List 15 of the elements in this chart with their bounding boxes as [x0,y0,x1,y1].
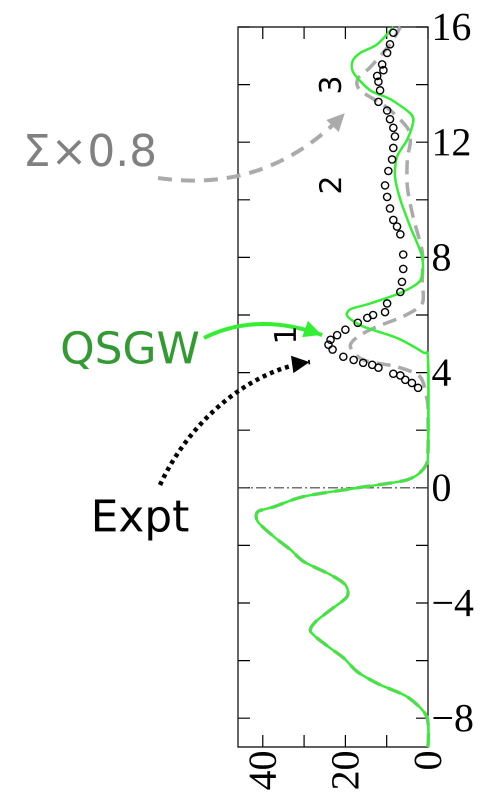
y-tick-label: 4 [432,359,451,386]
y-tick-label: 12 [435,129,470,156]
y-tick-label: 16 [435,14,470,40]
annotation: 2 [318,178,342,192]
x-tick-label: 40 [249,752,276,790]
x-tick-label: 20 [332,752,359,789]
y-tick-label: −8 [434,704,472,732]
annotation: 1 [274,328,296,342]
annotation: 3 [318,78,342,92]
y-tick-label: 0 [433,474,450,502]
legend-label: Σ×0.8 [27,133,154,167]
y-tick-label: −4 [434,590,474,616]
y-tick-label: 8 [433,244,450,271]
legend-label: QSGW [62,330,198,370]
legend-label: Expt [94,499,188,541]
